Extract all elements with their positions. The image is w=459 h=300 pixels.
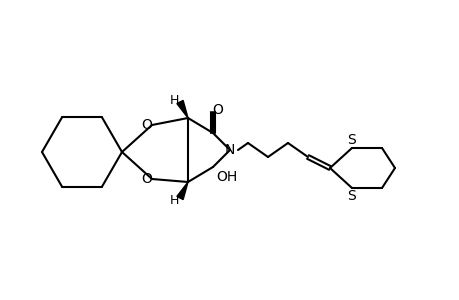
Text: S: S <box>347 189 356 203</box>
Text: O: O <box>141 172 152 186</box>
Text: O: O <box>212 103 223 117</box>
Text: O: O <box>141 118 152 132</box>
Text: S: S <box>347 133 356 147</box>
Text: H: H <box>169 94 178 106</box>
Text: N: N <box>224 143 235 157</box>
Polygon shape <box>176 100 188 118</box>
Text: H: H <box>169 194 178 206</box>
Polygon shape <box>176 182 188 200</box>
Text: OH: OH <box>216 170 237 184</box>
